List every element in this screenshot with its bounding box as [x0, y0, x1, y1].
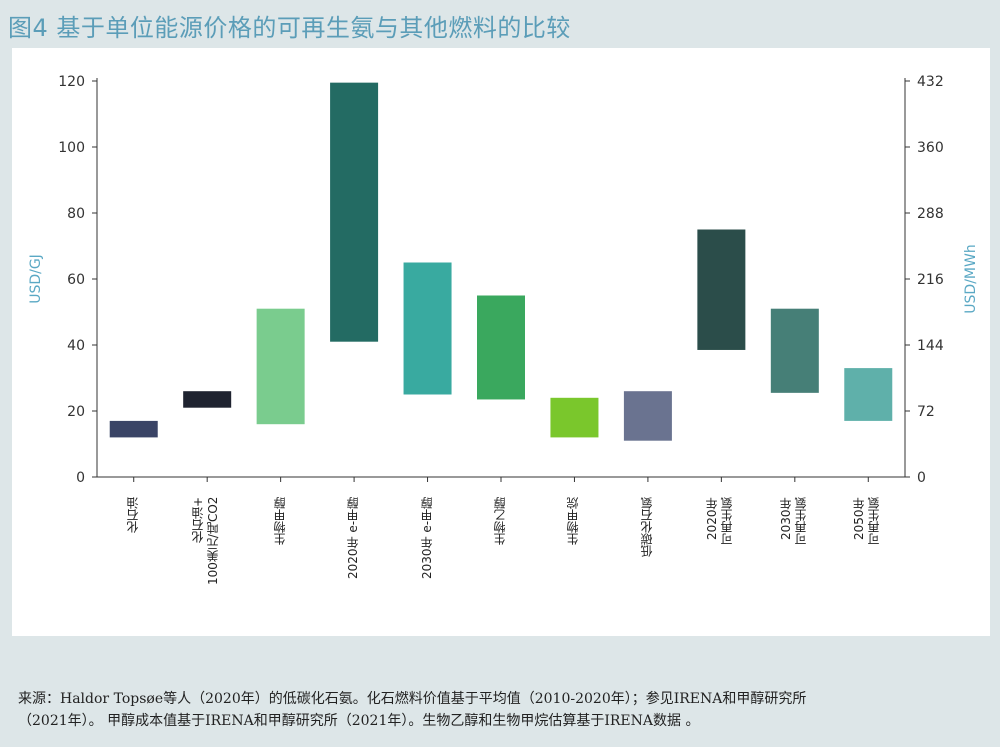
bar-5: [403, 262, 452, 395]
x-tick-label: 低碳化石氨: [640, 497, 655, 627]
y-axis-label-left: USD/GJ: [28, 254, 44, 304]
x-tick-label-line: 化石油+: [191, 497, 206, 544]
x-tick-label-line: 2030年 e-甲醇: [419, 497, 434, 580]
bar-7: [550, 397, 599, 438]
x-tick-label-line: 生物甲烷: [566, 497, 581, 545]
x-tick-label: 生物乙醇: [493, 497, 508, 627]
y-tick-label: 40: [67, 338, 85, 354]
source-line-1: 来源：Haldor Topsøe等人（2020年）的低碳化石氨。化石燃料价值基于…: [18, 691, 807, 707]
bar-3: [256, 308, 305, 425]
bar-9: [697, 229, 746, 350]
y-right-tick-label: 360: [917, 140, 944, 156]
x-tick-label-line: 2050年: [852, 497, 867, 540]
x-tick-label-line: 生物乙醇: [493, 497, 507, 545]
x-tick-label-line: 2020年 e-甲醇: [346, 497, 361, 580]
y-right-tick-label: 0: [917, 470, 926, 486]
bar-chart: 0 0 20 72 40 144 60 216 80 288 100 360 120 432 USD/GJ U…: [28, 74, 979, 486]
x-tick-label-line: 生物甲醇: [272, 497, 287, 545]
x-tick-label: 化石油+ 100美元/吨CO2: [191, 497, 221, 627]
x-tick-label-line: 2020年: [705, 497, 720, 540]
y-right-tick-label: 72: [917, 404, 935, 420]
y-axis-label-right: USD/MWh: [963, 244, 979, 313]
x-tick-label: 2030年 可再生氨: [779, 497, 809, 627]
x-tick-label-line: 可再生氨: [793, 497, 808, 545]
bar-11: [844, 368, 893, 421]
y-right-tick-label: 288: [917, 206, 944, 222]
source-note: 来源：Haldor Topsøe等人（2020年）的低碳化石氨。化石燃料价值基于…: [18, 688, 988, 732]
y-right-tick-label: 144: [917, 338, 944, 354]
bar-6: [477, 295, 525, 400]
y-right-tick-label: 432: [917, 74, 944, 90]
x-tick-label: 生物甲醇: [273, 497, 288, 627]
bar-10: [770, 308, 819, 393]
x-tick-label-line: 100美元/吨CO2: [206, 497, 221, 586]
bar-1: [109, 420, 158, 438]
chart-title: 图4 基于单位能源价格的可再生氨与其他燃料的比较: [8, 14, 571, 42]
bar-4: [330, 82, 379, 342]
x-tick-label-line: 化石油: [125, 497, 140, 533]
x-tick-label-line: 可再生氨: [720, 497, 735, 545]
x-tick-label-line: 2030年: [778, 497, 793, 540]
y-tick-label: 0: [76, 470, 85, 486]
x-tick-label: 2020年 可再生氨: [705, 497, 735, 627]
bar-8: [623, 391, 672, 441]
chart-panel: 0 0 20 72 40 144 60 216 80 288 100 360 120 432 USD/GJ U…: [12, 48, 990, 636]
y-tick-label: 60: [67, 272, 85, 288]
x-tick-label-line: 低碳化石氨: [639, 497, 654, 557]
source-line-2: （2021年）。 甲醇成本值基于IRENA和甲醇研究所（2021年）。生物乙醇和…: [18, 713, 700, 729]
x-tick-label: 2050年 可再生氨: [852, 497, 882, 627]
y-tick-label: 20: [67, 404, 85, 420]
x-tick-label: 2020年 e-甲醇: [346, 497, 361, 627]
x-tick-label: 生物甲烷: [566, 497, 581, 627]
y-tick-label: 100: [58, 140, 85, 156]
y-tick-label: 80: [67, 206, 85, 222]
y-tick-label: 120: [58, 74, 85, 90]
y-right-tick-label: 216: [917, 272, 944, 288]
x-tick-label: 2030年 e-甲醇: [420, 497, 435, 627]
x-tick-label: 化石油: [126, 497, 141, 627]
x-tick-label-line: 可再生氨: [867, 497, 882, 545]
bar-2: [183, 391, 232, 408]
